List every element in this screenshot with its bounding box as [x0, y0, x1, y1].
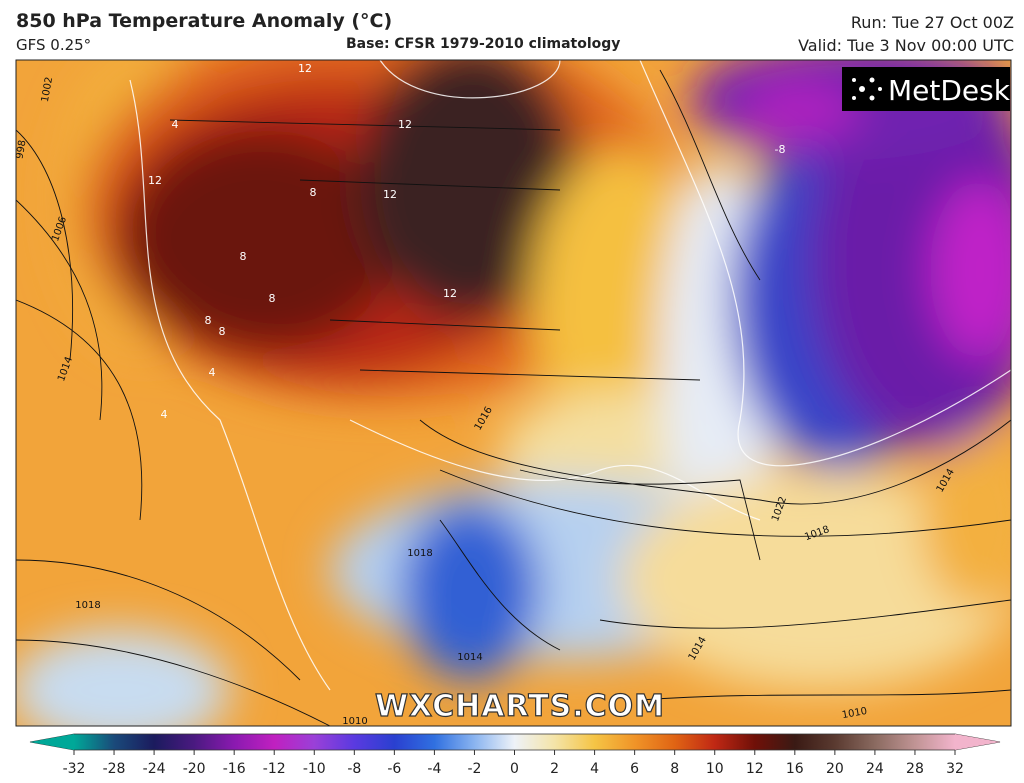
anomaly-label: 12	[443, 287, 457, 300]
colorbar-tick-label: 12	[746, 761, 764, 777]
valid: Valid: Tue 3 Nov 00:00 UTC	[798, 36, 1014, 55]
colorbar-tick-label: -2	[467, 761, 481, 777]
anomaly-label: 12	[398, 118, 412, 131]
colorbar-tick-label: 24	[866, 761, 884, 777]
map-frame	[15, 59, 1012, 727]
colorbar-tick-label: 2	[550, 761, 559, 777]
colorbar-tick-label: -24	[143, 761, 166, 777]
anomaly-label: 12	[298, 62, 312, 75]
logo: MetDesk	[842, 67, 1011, 111]
colorbar-tick-label: 4	[590, 761, 599, 777]
anomaly-label: 8	[269, 292, 276, 305]
colorbar-tick-label: 28	[906, 761, 924, 777]
isobar-label: 998	[14, 139, 28, 160]
isobar-label: 1002	[40, 76, 55, 103]
anomaly-label: 8	[219, 325, 226, 338]
model: GFS 0.25°	[16, 36, 92, 54]
colorbar-tick-label: -8	[347, 761, 361, 777]
anomaly-label: 8	[205, 314, 212, 327]
colorbar-tick-label: -12	[263, 761, 286, 777]
colorbar-min-arrow	[30, 734, 74, 750]
watermark: WXCHARTS.COM	[375, 689, 665, 724]
anomaly-label: 12	[148, 174, 162, 187]
colorbar-tick-label: 8	[670, 761, 679, 777]
map	[16, 60, 1011, 726]
anomaly-label: 4	[172, 118, 179, 131]
isobar-label: 1018	[75, 600, 100, 611]
colorbar	[29, 733, 1001, 751]
colorbar-tick-label: 32	[946, 761, 964, 777]
colorbar-tick-label: -28	[103, 761, 126, 777]
anomaly-label: 4	[161, 408, 168, 421]
base: Base: CFSR 1979-2010 climatology	[346, 36, 621, 52]
colorbar-tick-label: -20	[183, 761, 206, 777]
colorbar-tick-label: -6	[387, 761, 401, 777]
isobar-label: 1014	[457, 652, 482, 663]
isobar-label: 1010	[841, 706, 868, 721]
anomaly-label: 4	[209, 366, 216, 379]
colorbar-tick-label: 10	[706, 761, 724, 777]
colorbar-tick-label: -16	[223, 761, 246, 777]
anomaly-label: 8	[310, 186, 317, 199]
title: 850 hPa Temperature Anomaly (°C)	[16, 10, 393, 32]
isobar-label: 1018	[407, 548, 432, 559]
colorbar-tick-label: 16	[786, 761, 804, 777]
isobar-label: 1010	[342, 716, 367, 727]
anomaly-label: 12	[383, 188, 397, 201]
colorbar-tick-label: -32	[63, 761, 86, 777]
run: Run: Tue 27 Oct 00Z	[850, 13, 1014, 32]
anomaly-label: -8	[775, 143, 786, 156]
anomaly-label: 8	[240, 250, 247, 263]
colorbar-tick-label: 0	[510, 761, 519, 777]
colorbar-tick-label: -4	[427, 761, 441, 777]
colorbar-tick-label: 20	[826, 761, 844, 777]
colorbar-tick-label: 6	[630, 761, 639, 777]
logo-text: MetDesk	[888, 74, 1011, 107]
colorbar-max-arrow	[955, 734, 1000, 750]
colorbar-tick-label: -10	[303, 761, 326, 777]
